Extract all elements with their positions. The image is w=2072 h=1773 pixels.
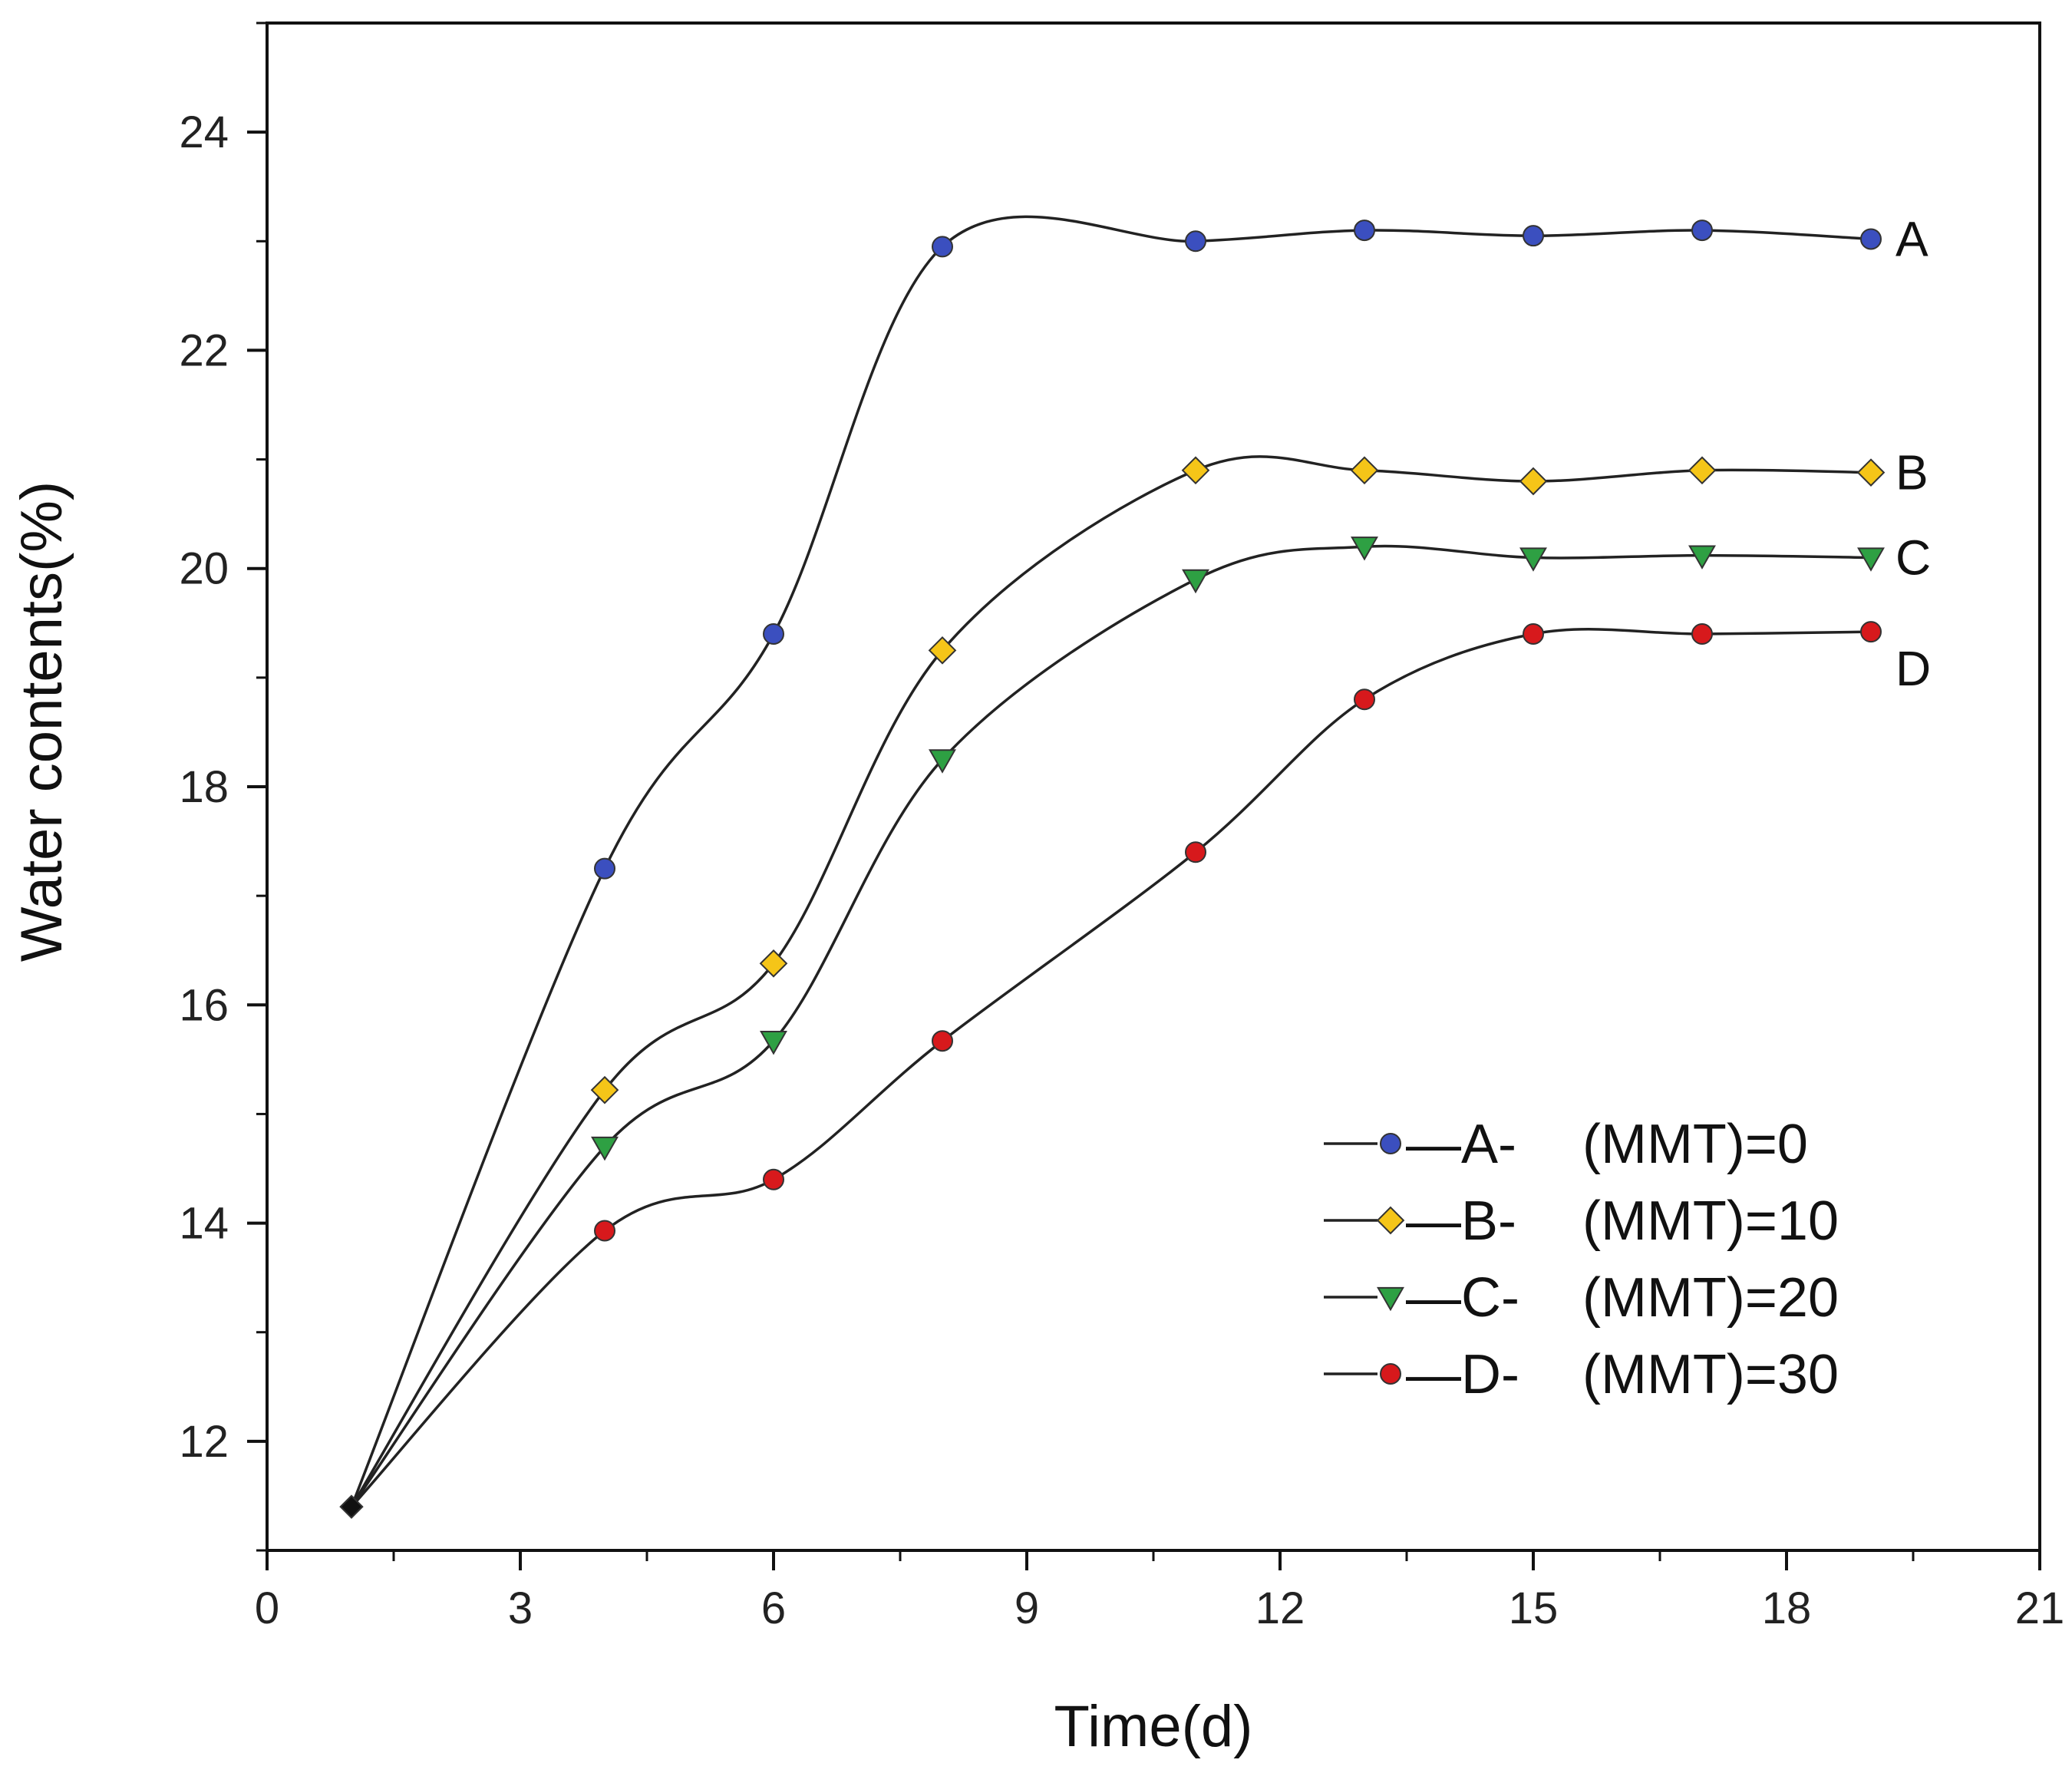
x-tick-label: 15 <box>1509 1583 1559 1633</box>
data-point-D <box>594 1220 615 1242</box>
legend-series-value: (MMT)=10 <box>1582 1190 1839 1252</box>
data-point-B <box>590 1075 619 1104</box>
y-axis-title: Water contents(%) <box>9 481 74 962</box>
data-point-C <box>1351 537 1378 561</box>
data-point-D <box>1860 621 1882 643</box>
data-point-C <box>1857 547 1885 572</box>
legend: —A- (MMT)=0 —B- (MMT)=10 —C- (MMT)=20 —D- (MMT)… <box>1324 1114 1839 1405</box>
legend-series-value: (MMT)=20 <box>1582 1267 1839 1329</box>
series-end-label-B: B <box>1895 445 1928 500</box>
y-tick-label: 20 <box>179 544 229 594</box>
y-tick-label: 12 <box>179 1417 229 1467</box>
x-tick-label: 21 <box>2015 1583 2065 1633</box>
data-point-D <box>1691 623 1713 645</box>
x-tick-label: 6 <box>761 1583 786 1633</box>
data-point-C <box>591 1136 619 1161</box>
legend-item-B: —B- (MMT)=10 <box>1324 1190 1839 1252</box>
axis-ticks <box>247 21 2041 1570</box>
x-axis-title: Time(d) <box>1054 1694 1253 1759</box>
data-point-A <box>1523 225 1544 247</box>
start-data-point <box>339 1494 364 1519</box>
y-tick-label: 14 <box>179 1199 229 1249</box>
data-point-B <box>1519 467 1548 496</box>
legend-series-label: —B- <box>1406 1190 1516 1252</box>
data-point-D <box>1523 623 1544 645</box>
legend-series-label: —D- <box>1406 1344 1519 1405</box>
data-point-B <box>1856 458 1886 487</box>
data-point-D <box>1354 688 1375 711</box>
data-point-C <box>1182 569 1209 594</box>
data-point-A <box>1691 220 1713 242</box>
legend-marker-D <box>1380 1363 1401 1385</box>
legend-series-value: (MMT)=30 <box>1582 1344 1839 1405</box>
axis-tick-labels: 0 3 6 9 12 15 18 21 12 14 16 18 20 22 24 <box>179 107 2064 1633</box>
y-tick-label: 22 <box>179 325 229 375</box>
legend-series-value: (MMT)=0 <box>1582 1114 1808 1175</box>
legend-series-label: —A- <box>1406 1114 1516 1175</box>
x-tick-label: 18 <box>1762 1583 1812 1633</box>
legend-marker-C <box>1377 1286 1404 1312</box>
series-markers <box>339 220 1886 1519</box>
series-end-label-A: A <box>1895 211 1928 266</box>
x-tick-label: 0 <box>255 1583 279 1633</box>
y-tick-label: 18 <box>179 762 229 812</box>
data-point-A <box>763 623 784 645</box>
data-point-C <box>760 1031 787 1055</box>
legend-item-D: —D- (MMT)=30 <box>1324 1344 1839 1405</box>
series-end-label-C: C <box>1895 530 1931 586</box>
data-point-A <box>1185 230 1206 253</box>
y-tick-label: 24 <box>179 107 229 157</box>
data-point-A <box>594 857 615 880</box>
data-point-C <box>1519 547 1547 572</box>
data-point-B <box>1688 456 1717 485</box>
x-tick-label: 9 <box>1015 1583 1039 1633</box>
data-point-D <box>932 1030 953 1052</box>
series-end-labels: A BCD <box>1895 211 1931 696</box>
legend-series-label: —C- <box>1406 1267 1519 1329</box>
data-point-A <box>932 236 953 258</box>
data-point-A <box>1354 220 1375 242</box>
data-point-B <box>928 636 957 665</box>
series-end-label-D: D <box>1895 641 1931 696</box>
legend-marker-B <box>1376 1206 1405 1235</box>
data-point-C <box>1688 545 1716 570</box>
data-point-B <box>1350 456 1379 485</box>
legend-item-C: —C- (MMT)=20 <box>1324 1267 1839 1329</box>
data-point-C <box>929 749 956 774</box>
legend-item-A: —A- (MMT)=0 <box>1324 1114 1808 1175</box>
data-point-B <box>1181 456 1210 485</box>
data-point-D <box>763 1168 784 1190</box>
data-point-A <box>1860 228 1882 250</box>
x-tick-label: 12 <box>1255 1583 1305 1633</box>
legend-marker-A <box>1380 1133 1401 1154</box>
series-line-A <box>350 215 1872 1507</box>
data-point-D <box>1185 841 1206 863</box>
x-tick-label: 3 <box>508 1583 533 1633</box>
y-tick-label: 16 <box>179 980 229 1030</box>
data-point-B <box>759 949 788 978</box>
